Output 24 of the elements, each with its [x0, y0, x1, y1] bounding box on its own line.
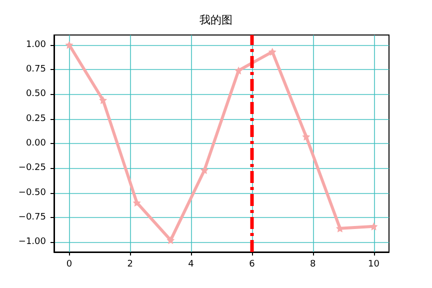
point [370, 222, 378, 230]
point [302, 132, 310, 141]
y-tick-label: 0.25 [26, 114, 46, 124]
y-tick-label: 0.50 [26, 89, 46, 100]
x-tick-label: 8 [310, 260, 316, 270]
y-tick-label: 1.00 [26, 40, 46, 50]
y-tick-label: −0.25 [18, 163, 46, 174]
x-tick-label: 6 [249, 260, 256, 270]
x-tick-label: 10 [368, 260, 380, 270]
point [200, 166, 208, 174]
point [65, 40, 74, 49]
y-tick-label: 0.00 [26, 138, 46, 148]
point [99, 96, 108, 104]
y-tick-label: −1.00 [18, 237, 46, 248]
y-tick-label: −0.75 [18, 212, 46, 222]
x-tick-label: 0 [66, 260, 72, 270]
x-tick-label: 2 [127, 260, 134, 270]
point [268, 48, 276, 56]
x-tick-label: 4 [188, 260, 194, 270]
point [166, 236, 175, 244]
y-tick-label: −0.50 [18, 188, 46, 198]
chart-title: 我的图 [200, 14, 232, 26]
point [132, 198, 141, 207]
y-tick-label: 0.75 [26, 64, 46, 75]
